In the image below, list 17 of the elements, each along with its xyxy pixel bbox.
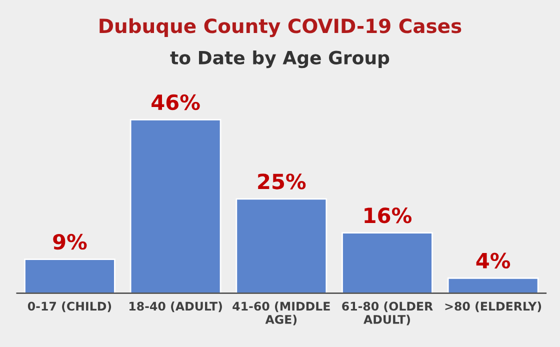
chart-subtitle: to Date by Age Group: [170, 50, 390, 68]
bar: [342, 232, 433, 294]
chart-title: Dubuque County COVID-19 Cases: [100, 18, 462, 38]
bar: [24, 258, 116, 294]
x-tick-label: >80 (ELDERLY): [445, 302, 542, 312]
bar: [447, 277, 539, 294]
data-label: 25%: [258, 174, 306, 190]
data-label: 16%: [364, 208, 412, 224]
x-tick-label: 41-60 (MIDDLE AGE): [232, 302, 330, 326]
bar: [236, 198, 328, 294]
data-label: 46%: [152, 94, 200, 110]
x-tick-label: 61-80 (OLDER ADULT): [342, 302, 433, 326]
data-label: 9%: [53, 234, 87, 250]
x-tick-label: 18-40 (ADULT): [129, 302, 222, 312]
x-tick-label: 0-17 (CHILD): [28, 302, 112, 312]
data-label: 4%: [476, 252, 510, 269]
bar: [130, 119, 222, 294]
